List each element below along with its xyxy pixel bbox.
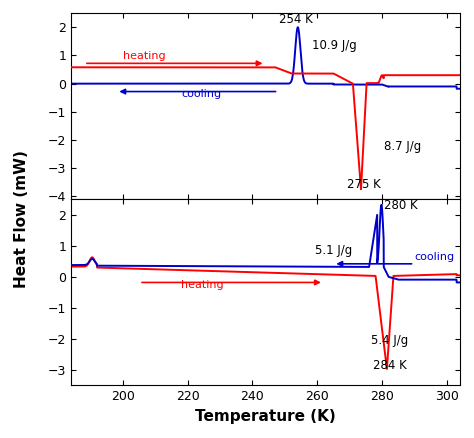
Text: 5.4 J/g: 5.4 J/g <box>371 334 408 347</box>
Text: 5.1 J/g: 5.1 J/g <box>315 244 352 257</box>
Text: 280 K: 280 K <box>383 199 417 212</box>
Text: heating: heating <box>123 51 165 61</box>
Text: cooling: cooling <box>181 89 221 99</box>
Text: cooling: cooling <box>414 252 455 262</box>
Text: 10.9 J/g: 10.9 J/g <box>312 39 357 52</box>
Text: heating: heating <box>181 280 224 290</box>
Text: 8.7 J/g: 8.7 J/g <box>383 140 421 153</box>
Text: 275 K: 275 K <box>347 178 381 191</box>
Text: Heat Flow (mW): Heat Flow (mW) <box>14 150 29 288</box>
Text: 284 K: 284 K <box>373 360 407 372</box>
X-axis label: Temperature (K): Temperature (K) <box>195 409 336 424</box>
Text: 254 K: 254 K <box>279 13 313 26</box>
